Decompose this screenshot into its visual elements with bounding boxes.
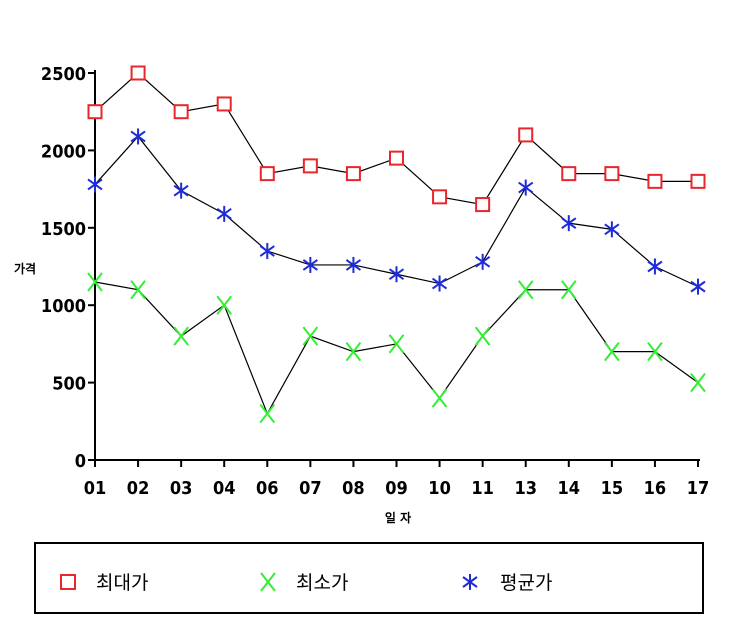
x-tick-label: 10 [428,478,451,499]
data-point-1 [432,189,448,205]
data-point-1 [130,65,146,81]
data-point-3 [475,253,491,270]
axes [94,70,700,461]
data-point-1 [475,197,491,213]
x-tick-label: 06 [256,478,279,499]
y-tick-label: 500 [52,374,86,395]
data-point-3 [173,182,189,199]
legend-marker-3 [462,574,478,590]
data-point-2 [517,280,534,300]
data-point-2 [130,280,146,300]
data-point-1 [345,166,361,182]
data-point-1 [690,173,706,189]
y-axis-title: 가격 [14,261,36,276]
data-point-1 [561,166,577,182]
data-point-1 [259,166,275,182]
data-point-3 [604,221,620,238]
data-point-2 [604,342,620,362]
x-tick-label: 14 [558,478,581,499]
data-point-3 [130,128,146,145]
data-point-3 [216,205,232,222]
x-tick-label: 15 [601,478,624,499]
data-point-1 [604,166,620,182]
data-point-2 [690,372,706,393]
x-tick-label: 03 [170,478,193,499]
legend-label-2: 최소가 [296,572,348,594]
data-point-3 [388,266,405,283]
data-point-3 [87,176,103,193]
x-axis-ticks: 01 02 03 04 06 07 08 09 10 11 13 14 15 16 17 [84,460,710,499]
data-point-3 [647,258,663,275]
data-point-3 [431,275,448,292]
data-point-2 [647,342,663,362]
legend-box [34,542,704,614]
data-point-1 [302,158,318,174]
legend: 최대가 최소가 평균가 [34,542,704,614]
data-point-3 [690,278,706,295]
legend-label-1: 최대가 [96,572,148,594]
data-point-3 [302,256,318,273]
x-tick-label: 08 [342,478,365,499]
data-point-2 [216,295,233,315]
data-point-1 [87,104,103,120]
series-layer [87,65,706,424]
x-tick-label: 07 [299,478,322,499]
x-tick-label: 11 [471,478,494,499]
data-point-3 [518,179,534,196]
data-point-1 [647,173,663,189]
data-point-1 [173,104,189,120]
data-point-2 [302,326,319,346]
y-tick-label: 1500 [41,219,86,240]
data-point-2 [259,403,276,424]
data-point-3 [259,243,275,260]
x-tick-label: 17 [687,478,710,499]
x-tick-label: 16 [644,478,667,499]
y-axis-ticks: 0 500 1000 1500 2000 2500 [41,64,95,472]
y-tick-label: 2500 [41,64,86,85]
series-line-2 [94,281,699,415]
data-point-2 [474,326,491,346]
data-point-1 [389,150,404,166]
legend-label-3: 평균가 [500,572,552,594]
legend-marker-2 [260,572,276,592]
data-point-3 [561,215,577,232]
x-tick-label: 04 [213,478,236,499]
x-tick-label: 02 [127,478,150,499]
series-line-1 [94,72,698,206]
data-point-1 [518,127,534,143]
x-tick-label: 13 [514,478,537,499]
y-tick-label: 0 [75,451,86,472]
data-point-3 [345,256,362,273]
data-point-2 [431,388,448,408]
x-tick-label: 01 [84,478,107,499]
data-point-2 [87,272,103,292]
x-tick-label: 09 [385,478,408,499]
x-axis-title: 일 자 [385,510,411,525]
y-tick-label: 2000 [41,141,86,162]
legend-marker-1 [60,574,76,590]
data-point-2 [388,334,405,354]
data-point-1 [216,96,232,112]
y-tick-label: 1000 [41,296,86,317]
data-point-2 [173,326,189,346]
data-point-2 [345,342,362,362]
data-point-2 [560,280,577,300]
